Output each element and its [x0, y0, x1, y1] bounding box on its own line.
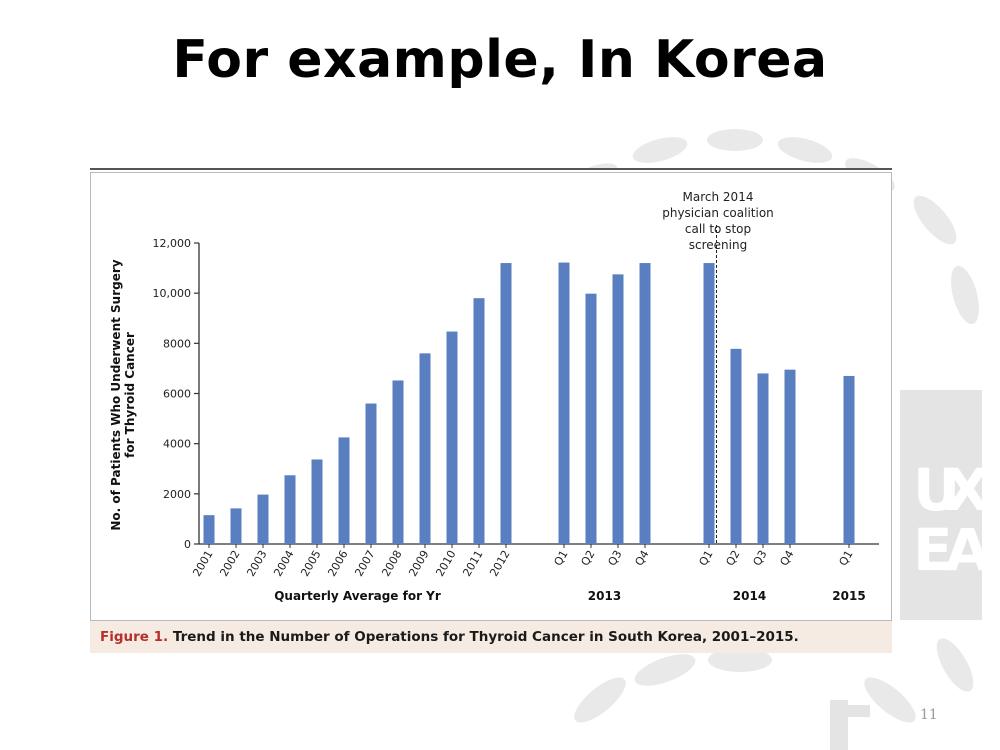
x-tick-label: 2009: [406, 548, 431, 579]
y-tick-label: 10,000: [153, 287, 192, 300]
x-tick-label: 2006: [325, 548, 350, 579]
x-tick-label: Q4: [778, 548, 797, 568]
bar: [585, 293, 597, 544]
bar: [203, 515, 215, 544]
x-tick-label: 2008: [379, 548, 404, 579]
y-axis-label: No. of Patients Who Underwent Surgery: [109, 259, 123, 530]
x-tick-label: 2002: [217, 548, 242, 579]
bar: [843, 375, 855, 544]
bar: [612, 274, 624, 544]
bar: [784, 369, 796, 544]
laurel-leaves-icon: [562, 129, 979, 723]
figure-caption: Figure 1. Trend in the Number of Operati…: [100, 629, 799, 645]
page-number: 11: [920, 707, 938, 723]
bar: [639, 263, 651, 544]
x-tick-label: 2007: [352, 548, 377, 579]
x-tick-label: Q1: [837, 548, 856, 568]
bar: [311, 459, 323, 544]
bar: [257, 494, 269, 544]
y-axis-label: for Thyroid Cancer: [123, 332, 137, 458]
bar-chart: 0 2000 4000 6000 8000 10,000 12,000 No. of Pati…: [109, 190, 879, 603]
x-tick-label: 2010: [433, 548, 458, 579]
x-tick-label: 2011: [460, 548, 485, 579]
watermark-letter: X: [945, 456, 990, 524]
bar: [730, 348, 742, 544]
annotation-text: call to stop: [685, 222, 751, 236]
bar: [500, 263, 512, 544]
bar: [392, 380, 404, 544]
bar: [230, 508, 242, 544]
watermark-letter: E: [913, 516, 953, 584]
y-tick-label: 6000: [163, 388, 191, 401]
x-tick-label: 2005: [298, 548, 323, 579]
x-tick-label: 2004: [271, 548, 296, 579]
x-tick-label: 2001: [190, 548, 215, 579]
figure-frame: 0 2000 4000 6000 8000 10,000 12,000 No. of Pati…: [90, 172, 892, 622]
watermark-shield: [900, 390, 982, 620]
bar: [284, 475, 296, 544]
bar: [338, 437, 350, 544]
x-group-label: 2013: [588, 589, 621, 603]
figure-label: Figure 1.: [100, 629, 169, 645]
x-tick-label: Q1: [697, 548, 716, 568]
y-tick-label: 12,000: [153, 237, 192, 250]
figure-top-rule: [90, 168, 892, 170]
bar: [473, 298, 485, 544]
y-tick-label: 2000: [163, 488, 191, 501]
figure-caption-bar: Figure 1. Trend in the Number of Operati…: [90, 620, 892, 653]
x-group-label: 2014: [733, 589, 766, 603]
bar: [703, 263, 715, 544]
bar: [446, 331, 458, 544]
figure-panel: 0 2000 4000 6000 8000 10,000 12,000 No. of Pati…: [90, 168, 892, 653]
annotation-text: physician coalition: [662, 206, 774, 220]
x-group-label: Quarterly Average for Yr: [274, 589, 441, 603]
x-tick-label: Q4: [633, 548, 652, 568]
x-group-label: 2015: [832, 589, 865, 603]
x-tick-label: Q2: [724, 548, 743, 568]
x-tick-label: Q3: [606, 548, 625, 568]
x-tick-label: Q3: [751, 548, 770, 568]
bar: [558, 262, 570, 544]
bar: [757, 373, 769, 544]
y-tick-label: 0: [184, 538, 191, 551]
annotation-text: screening: [689, 238, 747, 252]
x-tick-label: Q2: [579, 548, 598, 568]
x-tick-label: Q1: [552, 548, 571, 568]
bar: [365, 403, 377, 544]
y-tick-label: 4000: [163, 438, 191, 451]
slide-title: For example, In Korea: [172, 30, 828, 90]
annotation-text: March 2014: [683, 190, 754, 204]
bar: [419, 353, 431, 544]
x-tick-label: 2003: [244, 548, 269, 579]
x-tick-label: 2012: [487, 548, 512, 579]
watermark-letter: U: [913, 456, 960, 524]
figure-caption-text: Trend in the Number of Operations for Th…: [172, 629, 799, 645]
y-tick-label: 8000: [163, 337, 191, 350]
watermark-letter: A: [945, 516, 990, 584]
